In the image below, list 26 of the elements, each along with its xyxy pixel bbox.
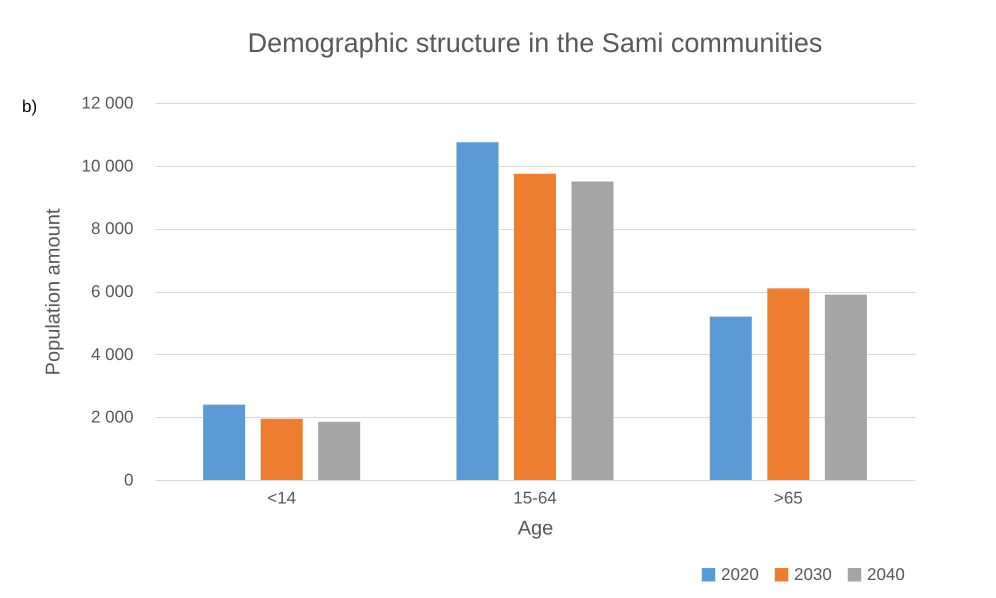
bar (456, 142, 498, 480)
x-tick-label: >65 (774, 488, 803, 508)
x-axis-title: Age (518, 518, 554, 540)
y-tick-label: 4 000 (90, 344, 134, 364)
bar (260, 418, 303, 480)
legend-label: 2040 (867, 564, 905, 584)
bar (767, 288, 810, 480)
y-tick-label: 8 000 (90, 219, 134, 238)
legend-label: 2030 (794, 564, 832, 584)
bar (514, 174, 556, 480)
text: b) (22, 97, 38, 117)
y-tick-label: 12 000 (82, 94, 134, 112)
chart-title: Demographic structure in the Sami communities (248, 28, 822, 58)
y-tick-label: 10 000 (82, 156, 134, 176)
y-tick-label: 0 (124, 470, 134, 490)
y-axis-title: Population amount (42, 208, 65, 376)
bar (824, 294, 867, 480)
bar (203, 404, 246, 480)
x-tick-label: <14 (267, 488, 296, 508)
y-tick-label: 6 000 (90, 282, 134, 301)
bar (710, 316, 752, 480)
bar (572, 182, 614, 480)
legend-label: 2020 (721, 564, 759, 584)
bar (318, 422, 360, 480)
x-tick-label: 15-64 (513, 488, 557, 508)
y-tick-label: 2 000 (90, 408, 134, 427)
